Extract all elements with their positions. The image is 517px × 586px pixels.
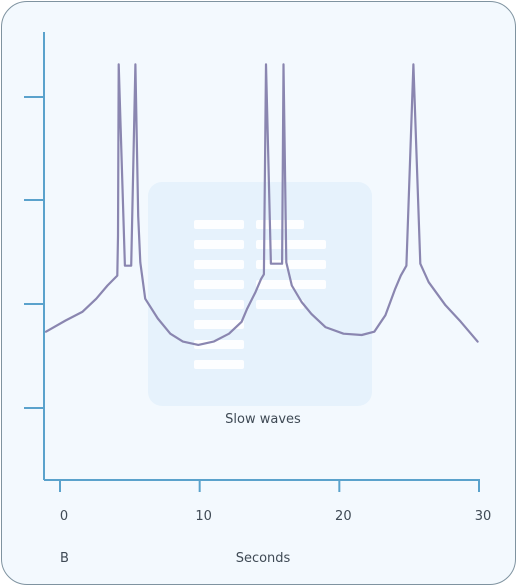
annotation-panel-line: [194, 240, 244, 249]
annotation-panel-line: [256, 220, 304, 229]
annotation-panel-line: [194, 300, 244, 309]
annotation-panel-line: [194, 260, 244, 269]
panel-label: B: [60, 551, 69, 566]
annotation-panel-line: [194, 320, 244, 329]
annotation-panel-lines: [194, 220, 326, 369]
annotation-panel-line: [256, 300, 304, 309]
membrane-potential-trace: [44, 63, 479, 346]
slow-waves-annotation-panel: [148, 182, 372, 406]
annotation-panel-line: [256, 260, 326, 269]
annotation-panel-background: [148, 182, 372, 406]
y-axis-ticks: [24, 96, 44, 409]
annotation-panel-line: [194, 220, 244, 229]
x-tick-label: 0: [60, 509, 68, 524]
x-tick-label: 20: [335, 509, 352, 524]
slow-waves-annotation: Slow waves: [225, 412, 301, 427]
x-tick-label: 30: [475, 509, 492, 524]
x-axis-ticks: [59, 480, 480, 492]
x-tick-label: 10: [195, 509, 212, 524]
x-axis-tick-labels: 0 10 20 30: [60, 509, 491, 524]
x-axis-label: Seconds: [236, 551, 291, 566]
annotation-panel-line: [194, 280, 244, 289]
annotation-panel-line: [194, 360, 244, 369]
annotation-panel-line: [256, 240, 326, 249]
